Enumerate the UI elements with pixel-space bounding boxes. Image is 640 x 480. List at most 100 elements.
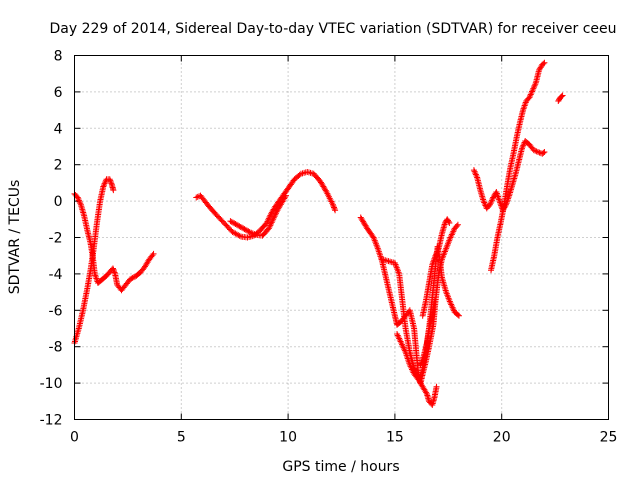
data-point — [109, 265, 116, 272]
y-tick-label: -10 — [40, 376, 63, 392]
data-point — [518, 145, 525, 152]
data-point — [236, 223, 243, 230]
data-point — [489, 195, 496, 202]
data-point — [130, 274, 137, 281]
data-point — [233, 221, 240, 228]
data-point — [435, 246, 442, 253]
data-point — [107, 178, 114, 185]
data-point — [431, 298, 438, 305]
data-point — [487, 200, 494, 207]
data-point — [282, 192, 289, 199]
data-point — [445, 218, 452, 225]
data-point — [559, 92, 566, 99]
data-point — [520, 142, 527, 149]
data-point — [106, 176, 113, 183]
data-point — [471, 168, 478, 175]
data-point — [332, 207, 339, 214]
data-point — [227, 218, 234, 225]
data-point — [110, 266, 117, 273]
data-point — [472, 171, 479, 178]
y-tick-label: -2 — [49, 231, 63, 247]
data-point — [76, 198, 83, 205]
data-point — [127, 276, 134, 283]
data-point — [455, 312, 462, 319]
data-point — [75, 197, 82, 204]
data-point — [237, 223, 244, 230]
data-series — [71, 59, 566, 408]
data-point — [150, 250, 157, 257]
data-point — [100, 183, 107, 190]
plot-frame — [74, 55, 609, 420]
data-point — [75, 195, 82, 202]
data-point — [530, 84, 537, 91]
x-tick-label: 5 — [177, 430, 186, 446]
x-tick-label: 25 — [600, 430, 618, 446]
data-point — [111, 268, 118, 275]
data-point — [245, 228, 252, 235]
data-point — [526, 94, 533, 101]
data-point — [527, 92, 534, 99]
data-point — [481, 199, 488, 206]
data-point — [235, 222, 242, 229]
data-point — [558, 93, 565, 100]
data-point — [331, 205, 338, 212]
data-point — [488, 198, 495, 205]
data-point — [107, 177, 114, 184]
data-point — [282, 194, 289, 201]
data-point — [531, 82, 538, 89]
data-point — [111, 269, 118, 276]
data-point — [129, 274, 136, 281]
y-tick-label: -6 — [49, 303, 63, 319]
data-point — [446, 219, 453, 226]
data-point — [149, 252, 156, 259]
x-tick-label: 20 — [493, 430, 511, 446]
data-point — [529, 88, 536, 95]
data-point — [100, 182, 107, 189]
data-point — [519, 143, 526, 150]
data-point — [110, 187, 117, 194]
data-point — [472, 170, 479, 177]
x-tick-label: 15 — [386, 430, 404, 446]
x-axis: 0 5 10 15 20 25 — [70, 55, 618, 446]
data-point — [488, 197, 495, 204]
x-axis-label: GPS time / hours — [282, 459, 399, 475]
data-point — [540, 60, 547, 67]
data-point — [423, 389, 430, 396]
data-point — [432, 252, 439, 259]
data-point — [530, 85, 537, 92]
data-point — [128, 275, 135, 282]
data-point — [102, 179, 109, 186]
grid-lines — [74, 55, 609, 420]
data-point — [530, 147, 537, 154]
data-point — [541, 148, 548, 155]
data-point — [101, 180, 108, 187]
x-tick-label: 10 — [279, 430, 297, 446]
y-tick-label: 4 — [54, 121, 63, 137]
y-tick-label: 8 — [54, 49, 63, 65]
data-point — [454, 311, 461, 318]
data-point — [244, 227, 251, 234]
data-point — [528, 89, 535, 96]
data-point — [242, 226, 249, 233]
y-tick-label: 0 — [54, 194, 63, 210]
data-point — [454, 221, 461, 228]
data-point — [532, 81, 539, 88]
y-axis-label: SDTVAR / TECUs — [7, 180, 23, 295]
data-point — [329, 201, 336, 208]
y-tick-label: 6 — [54, 85, 63, 101]
data-point — [481, 201, 488, 208]
y-tick-label: -4 — [49, 267, 63, 283]
data-point — [533, 148, 540, 155]
data-point — [108, 180, 115, 187]
data-point — [529, 87, 536, 94]
data-point — [417, 372, 424, 379]
data-point — [433, 251, 440, 258]
data-point — [228, 218, 235, 225]
data-point — [231, 220, 238, 227]
data-point — [433, 249, 440, 256]
data-point — [331, 204, 338, 211]
data-point — [330, 203, 337, 210]
data-point — [238, 224, 245, 231]
data-point — [480, 198, 487, 205]
